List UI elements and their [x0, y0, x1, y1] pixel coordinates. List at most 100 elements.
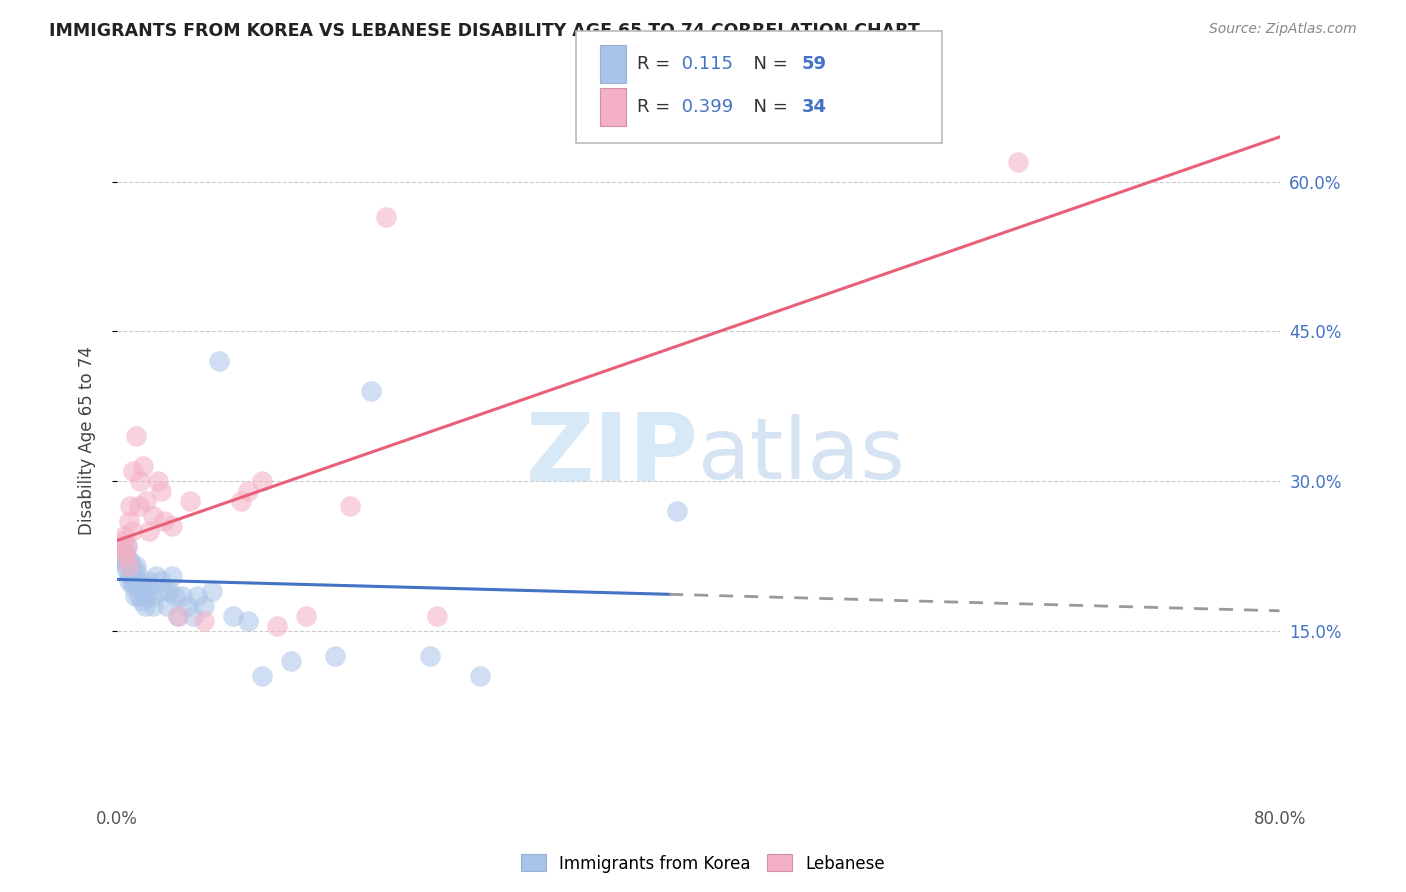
Point: [128, 499, 150, 513]
Text: 34: 34: [801, 98, 827, 116]
Point: [152, 583, 174, 598]
Text: ZIP: ZIP: [526, 409, 699, 501]
Point: [181, 608, 204, 623]
Point: [236, 483, 259, 498]
Point: [127, 579, 149, 593]
Point: [176, 599, 198, 613]
Point: [112, 554, 135, 568]
Point: [152, 514, 174, 528]
Point: [114, 549, 136, 563]
Point: [323, 648, 346, 663]
Point: [138, 579, 160, 593]
Point: [129, 474, 152, 488]
Point: [120, 499, 142, 513]
Point: [418, 648, 440, 663]
Point: [118, 514, 141, 528]
Point: [121, 524, 143, 538]
Text: 59: 59: [801, 55, 827, 73]
Point: [111, 539, 134, 553]
Point: [131, 593, 153, 607]
Point: [146, 474, 169, 488]
Point: [114, 558, 136, 573]
Point: [339, 499, 361, 513]
Point: [470, 668, 492, 682]
Point: [111, 543, 134, 558]
Text: Source: ZipAtlas.com: Source: ZipAtlas.com: [1209, 22, 1357, 37]
Point: [135, 494, 157, 508]
Point: [122, 464, 145, 478]
Point: [280, 654, 302, 668]
Point: [252, 668, 274, 682]
Point: [165, 589, 187, 603]
Point: [117, 554, 139, 568]
Point: [157, 583, 180, 598]
Point: [118, 558, 141, 573]
Point: [145, 568, 167, 582]
Point: [114, 549, 136, 563]
Point: [108, 549, 131, 563]
Point: [172, 589, 194, 603]
Point: [186, 589, 208, 603]
Point: [229, 494, 252, 508]
Point: [155, 599, 177, 613]
Point: [118, 558, 141, 573]
Point: [121, 574, 143, 588]
Point: [142, 599, 165, 613]
Point: [121, 558, 143, 573]
Point: [125, 558, 148, 573]
Point: [124, 574, 146, 588]
Point: [135, 589, 157, 603]
Point: [134, 599, 156, 613]
Point: [1007, 154, 1029, 169]
Point: [136, 574, 159, 588]
Point: [112, 543, 135, 558]
Text: R =: R =: [637, 98, 676, 116]
Text: 0.399: 0.399: [676, 98, 734, 116]
Point: [118, 574, 141, 588]
Point: [111, 543, 134, 558]
Point: [108, 539, 131, 553]
Text: atlas: atlas: [699, 414, 907, 497]
Point: [266, 618, 288, 632]
Point: [141, 589, 163, 603]
Point: [222, 608, 245, 623]
Point: [167, 608, 190, 623]
Point: [208, 354, 231, 368]
Point: [125, 429, 148, 443]
Text: IMMIGRANTS FROM KOREA VS LEBANESE DISABILITY AGE 65 TO 74 CORRELATION CHART: IMMIGRANTS FROM KOREA VS LEBANESE DISABI…: [49, 22, 920, 40]
Point: [117, 564, 139, 578]
Point: [295, 608, 318, 623]
Point: [665, 504, 688, 518]
Point: [120, 554, 142, 568]
Point: [122, 579, 145, 593]
Point: [138, 524, 160, 538]
Point: [128, 574, 150, 588]
Point: [125, 564, 148, 578]
Point: [162, 519, 184, 533]
Point: [374, 210, 396, 224]
Y-axis label: Disability Age 65 to 74: Disability Age 65 to 74: [79, 347, 96, 535]
Point: [110, 549, 132, 563]
Point: [426, 608, 449, 623]
Point: [128, 589, 150, 603]
Point: [110, 533, 132, 548]
Text: N =: N =: [742, 98, 794, 116]
Point: [132, 583, 155, 598]
Point: [193, 599, 215, 613]
Point: [112, 529, 135, 543]
Point: [142, 508, 165, 523]
Point: [193, 614, 215, 628]
Text: R =: R =: [637, 55, 676, 73]
Point: [132, 458, 155, 473]
Text: 0.115: 0.115: [676, 55, 734, 73]
Point: [124, 589, 146, 603]
Point: [129, 579, 152, 593]
Point: [252, 474, 274, 488]
Point: [179, 494, 201, 508]
Point: [117, 539, 139, 553]
Point: [149, 574, 172, 588]
Point: [200, 583, 222, 598]
Point: [162, 568, 184, 582]
Point: [167, 608, 190, 623]
Point: [236, 614, 259, 628]
